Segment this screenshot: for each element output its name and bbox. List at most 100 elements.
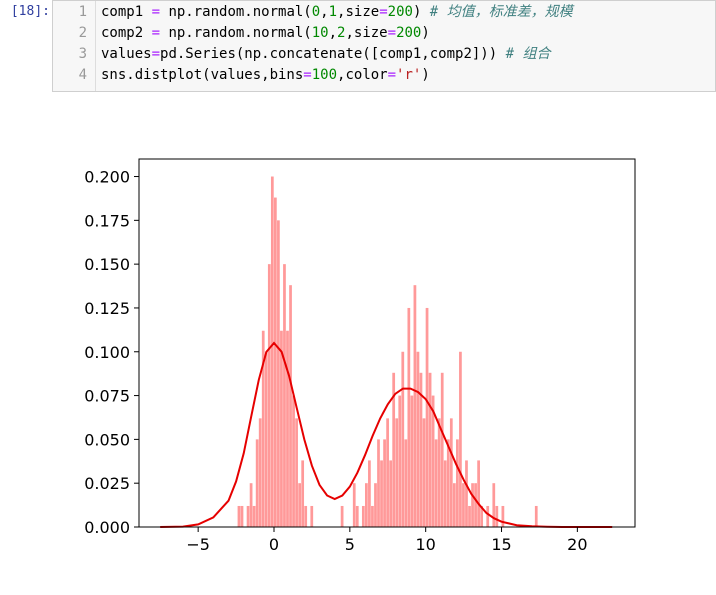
code-token: # 均值，标准差，规模 <box>429 4 573 20</box>
histogram-bar <box>407 307 411 527</box>
histogram-bar <box>264 351 268 527</box>
histogram-bar <box>446 439 450 527</box>
histogram-bar <box>471 483 474 527</box>
code-token: 2 <box>337 25 346 41</box>
code-token: = <box>379 4 388 20</box>
histogram-bar <box>361 505 365 527</box>
histogram-bar <box>428 372 432 527</box>
y-tick-label: 0.175 <box>84 211 130 230</box>
code-token: , <box>320 4 329 20</box>
y-tick-label: 0.000 <box>84 518 130 537</box>
y-tick-label: 0.075 <box>84 387 130 406</box>
code-token: ,size <box>337 4 380 20</box>
histogram-bar <box>371 505 374 527</box>
histogram-bar <box>267 264 271 527</box>
code-token: np.random.normal( <box>160 4 312 20</box>
code-token: 100 <box>311 67 338 83</box>
code-token: 200 <box>396 25 422 41</box>
code-token: values <box>101 46 152 62</box>
x-tick-label: 0 <box>269 535 279 554</box>
histogram-bar <box>261 330 265 527</box>
histogram-bar <box>277 220 280 527</box>
code-token: = <box>387 67 397 83</box>
histogram-bar <box>449 418 453 527</box>
histogram-bar <box>246 505 250 527</box>
code-text[interactable]: comp1 = np.random.normal(0,1,size=200) #… <box>101 2 573 23</box>
histogram-bar <box>365 483 368 527</box>
code-token: = <box>151 4 161 20</box>
x-tick-label: 10 <box>415 535 435 554</box>
histogram-bar <box>401 351 405 527</box>
histogram-bar <box>301 460 305 527</box>
line-number: 1 <box>78 4 87 20</box>
histogram-bar <box>434 439 438 527</box>
code-token: 10 <box>311 25 329 41</box>
y-tick: 0.150 <box>84 255 139 274</box>
line-number: 3 <box>78 46 87 62</box>
code-token: = <box>151 25 161 41</box>
y-tick-label: 0.050 <box>84 430 130 449</box>
y-tick: 0.075 <box>84 387 139 406</box>
histogram-bar <box>283 264 286 527</box>
histogram-bar <box>459 351 462 527</box>
histogram-bar <box>468 505 471 527</box>
y-tick: 0.000 <box>84 518 139 537</box>
histogram-bar <box>410 395 414 527</box>
histogram-bar <box>237 505 241 527</box>
histogram-bar <box>437 418 441 527</box>
code-token: = <box>387 25 397 41</box>
code-token: # 组合 <box>505 46 551 62</box>
code-token: comp1 <box>101 4 152 20</box>
code-cell[interactable]: 1 comp1 = np.random.normal(0,1,size=200) … <box>52 0 716 92</box>
code-token: 0 <box>311 4 321 20</box>
histogram-bar <box>492 483 496 527</box>
code-token: , <box>328 25 338 41</box>
y-tick: 0.200 <box>84 168 139 187</box>
x-tick-label: 5 <box>345 535 355 554</box>
distplot-chart: −5 0 5 10 15 20 0.000 0.025 0.050 0.075 0.100 0.12… <box>84 158 636 554</box>
x-tick-label: −5 <box>186 535 210 554</box>
x-axis: −5 0 5 10 15 20 <box>186 527 588 554</box>
y-tick-label: 0.025 <box>84 474 130 493</box>
histogram-bar <box>501 505 505 527</box>
code-token: comp2 <box>101 25 152 41</box>
histogram-bar <box>462 483 465 527</box>
y-tick-label: 0.125 <box>84 299 130 318</box>
histogram-bar <box>416 351 420 527</box>
cell-prompt: [18]: <box>10 4 50 19</box>
y-tick: 0.100 <box>84 343 139 362</box>
histogram-bar <box>270 176 274 527</box>
code-token: ,size <box>345 25 388 41</box>
histogram-bar <box>495 505 499 527</box>
histogram-bar <box>419 372 423 527</box>
histogram-bar <box>310 505 314 527</box>
y-tick: 0.025 <box>84 474 139 493</box>
code-token: ) <box>412 4 430 20</box>
y-tick-label: 0.100 <box>84 343 130 362</box>
code-text[interactable]: sns.distplot(values,bins=100,color='r') <box>101 65 430 86</box>
histogram-bar <box>352 483 356 527</box>
code-text[interactable]: values=pd.Series(np.concatenate([comp1,c… <box>101 44 550 65</box>
code-token: pd.Series(np.concatenate([comp1,comp2])) <box>160 46 506 62</box>
histogram-bar <box>425 307 429 527</box>
histogram-bar <box>383 439 386 527</box>
line-number-gutter <box>53 1 96 91</box>
code-token: 1 <box>328 4 338 20</box>
histogram-bar <box>292 395 295 527</box>
code-token: ,color <box>337 67 388 83</box>
histogram-bar <box>386 418 389 527</box>
code-text[interactable]: comp2 = np.random.normal(10,2,size=200) <box>101 23 430 44</box>
histogram-bar <box>477 460 480 527</box>
histogram-bar <box>374 483 377 527</box>
x-tick: 0 <box>269 527 279 554</box>
histogram-bar <box>534 505 538 527</box>
y-tick: 0.050 <box>84 430 139 449</box>
y-tick-label: 0.200 <box>84 168 130 187</box>
histogram-bar <box>304 505 308 527</box>
histogram-bar <box>395 418 399 527</box>
line-number: 4 <box>78 67 87 83</box>
histogram-bar <box>280 330 283 527</box>
histogram-bar <box>480 505 484 527</box>
histogram-bar <box>389 460 393 527</box>
histogram-bar <box>486 505 490 527</box>
